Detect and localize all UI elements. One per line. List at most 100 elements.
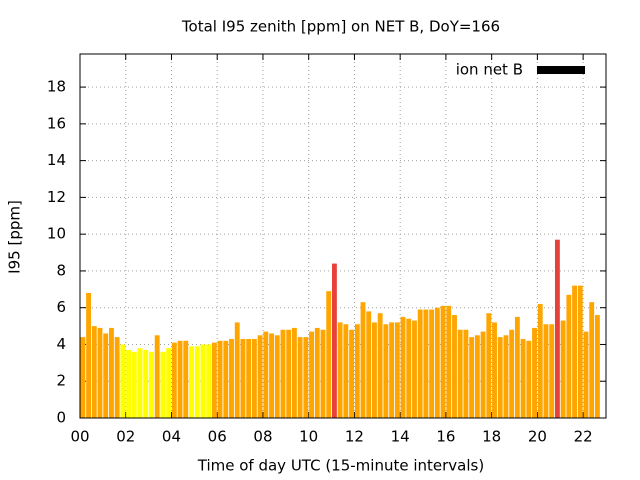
bar <box>429 309 435 418</box>
bar <box>131 351 137 418</box>
bar <box>314 327 320 418</box>
x-tick-label: 16 <box>436 428 455 446</box>
bar <box>154 335 160 418</box>
bar <box>177 340 183 418</box>
bar <box>160 351 166 418</box>
chart-title: Total I95 zenith [ppm] on NET B, DoY=166 <box>181 18 500 36</box>
x-tick-label: 14 <box>391 428 410 446</box>
y-tick-label: 16 <box>47 114 66 132</box>
plot-border <box>79 53 607 419</box>
bar <box>126 349 132 418</box>
bar <box>280 329 286 418</box>
bar <box>343 324 349 418</box>
x-tick-label: 04 <box>162 428 181 446</box>
bar <box>320 329 326 418</box>
y-tick-label: 2 <box>56 372 66 390</box>
x-tick-label: 12 <box>345 428 364 446</box>
bar <box>440 305 446 418</box>
bar <box>486 313 492 418</box>
bar <box>526 340 532 418</box>
bar <box>206 344 212 418</box>
bar <box>406 318 412 418</box>
bar <box>520 338 526 418</box>
bar <box>480 331 486 418</box>
bar <box>97 327 103 418</box>
bar <box>554 239 560 418</box>
bar <box>400 316 406 418</box>
legend-label: ion net B <box>456 61 523 79</box>
bar <box>240 338 246 418</box>
bar <box>492 322 497 418</box>
bar <box>543 324 549 418</box>
bar <box>143 349 149 418</box>
bar <box>291 327 297 418</box>
bar <box>91 326 97 418</box>
bar <box>434 307 440 418</box>
x-tick-label: 00 <box>70 428 89 446</box>
bar <box>274 335 280 418</box>
bar <box>532 327 537 418</box>
bar <box>560 320 566 418</box>
bar <box>349 329 355 418</box>
bar <box>337 322 343 418</box>
bar <box>229 338 234 418</box>
bar <box>446 305 452 418</box>
bar <box>246 338 252 418</box>
bar <box>394 322 400 418</box>
bar <box>149 351 154 418</box>
bar <box>137 348 143 418</box>
bar <box>452 315 457 418</box>
x-tick-label: 20 <box>528 428 547 446</box>
bar <box>377 313 383 418</box>
bar <box>211 342 217 418</box>
bar <box>251 338 257 418</box>
bar <box>537 304 543 418</box>
y-tick-label: 10 <box>47 225 66 243</box>
y-tick-label: 8 <box>56 261 66 279</box>
bar <box>109 327 114 418</box>
x-tick-label: 08 <box>253 428 272 446</box>
bar <box>171 342 177 418</box>
bar <box>457 329 463 418</box>
bar <box>223 340 229 418</box>
bar <box>423 309 429 418</box>
bar <box>103 333 109 418</box>
bar <box>469 337 475 418</box>
bar <box>354 324 360 418</box>
bar <box>80 337 86 418</box>
x-tick-label: 02 <box>116 428 135 446</box>
bar <box>286 329 292 418</box>
bar <box>194 346 200 418</box>
bar <box>297 337 303 418</box>
bar <box>183 340 189 418</box>
bar <box>463 329 469 418</box>
bar <box>594 315 600 418</box>
bar <box>509 329 515 418</box>
bar <box>572 285 577 418</box>
bar <box>417 309 423 418</box>
bar <box>389 322 395 418</box>
y-tick-label: 6 <box>56 298 66 316</box>
bar <box>114 337 120 418</box>
x-tick-label: 22 <box>574 428 593 446</box>
bar <box>200 344 206 418</box>
bar <box>234 322 240 418</box>
bar <box>372 322 377 418</box>
x-tick-label: 18 <box>482 428 501 446</box>
bar <box>360 302 366 418</box>
bar <box>309 331 314 418</box>
bar <box>549 324 555 418</box>
bar <box>120 344 126 418</box>
bar <box>412 320 417 418</box>
bar <box>566 294 572 418</box>
bar <box>577 285 583 418</box>
bar <box>497 337 503 418</box>
x-tick-label: 06 <box>208 428 227 446</box>
bar <box>589 302 595 418</box>
bar <box>503 335 509 418</box>
y-tick-label: 18 <box>47 78 66 96</box>
y-tick-label: 14 <box>47 151 66 169</box>
bar <box>331 263 337 418</box>
y-tick-label: 0 <box>56 409 66 427</box>
